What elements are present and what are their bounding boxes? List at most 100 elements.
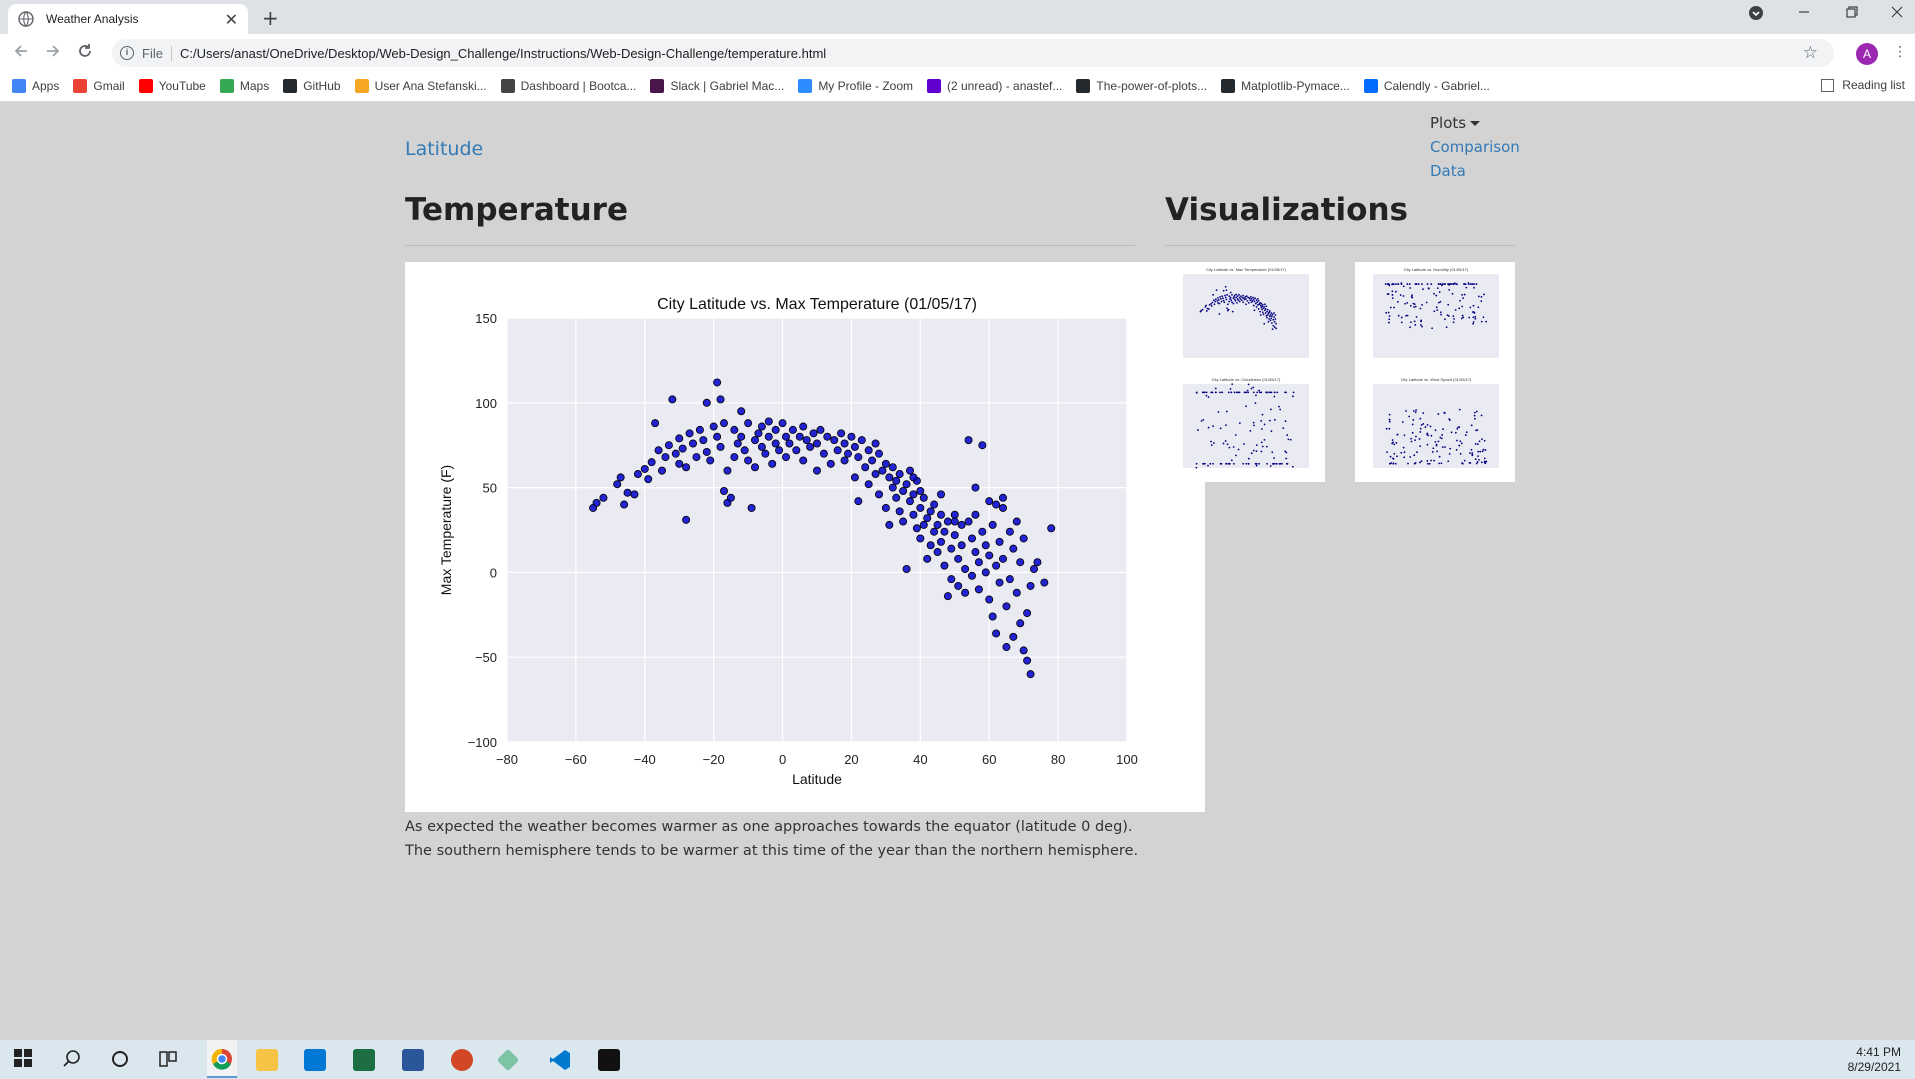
restore-icon[interactable] [1845,5,1859,23]
thumbnail-point [1268,310,1271,312]
bookmark-item[interactable]: User Ana Stefanski... [354,78,487,93]
thumbnail-point [1221,391,1223,394]
thumbnail-point [1254,402,1257,404]
outlook-icon[interactable] [304,1049,326,1071]
git-kraken-icon[interactable] [496,1048,520,1072]
thumbnail-point [1254,462,1257,465]
chrome-taskbar-icon[interactable] [207,1040,237,1078]
scatter-point [1009,544,1018,553]
thumbnail-temperature[interactable]: City Latitude vs. Max Temperature (01/05… [1165,262,1325,482]
browser-tab[interactable]: Weather Analysis ✕ [8,4,248,34]
bookmark-item[interactable]: The-power-of-plots... [1076,78,1207,93]
thumbnail-point [1246,299,1249,302]
scatter-point [719,419,728,428]
url-text[interactable]: C:/Users/anast/OneDrive/Desktop/Web-Desi… [179,45,827,61]
bookmarks-bar: Apps Gmail YouTube Maps GitHub User Ana Stefa… [0,70,1915,102]
reload-icon[interactable] [76,42,94,65]
thumbnail-point [1442,428,1444,431]
cortana-icon[interactable] [110,1049,132,1071]
scatter-point [985,497,994,506]
bookmark-star-icon[interactable]: ☆ [1802,43,1818,62]
menu-kebab-icon[interactable]: ⋮ [1893,44,1907,60]
task-view-icon[interactable] [158,1049,180,1071]
thumbnail-point [1480,300,1483,303]
bookmark-item[interactable]: Calendly - Gabriel... [1363,78,1490,93]
thumbnail-point [1437,283,1440,285]
thumbnail-point [1420,320,1422,323]
thumbnail-point [1420,323,1422,326]
thumbnail-point [1474,443,1477,445]
close-window-icon[interactable] [1890,5,1904,23]
new-tab-button[interactable]: + [262,6,279,30]
thumbnail-point [1245,297,1247,300]
thumbnail-point [1464,283,1467,285]
thumbnail-point [1385,311,1388,314]
thumbnail-point [1452,283,1454,285]
thumbnail-point [1245,405,1247,408]
thumbnail-point [1473,414,1476,417]
windows-start-icon[interactable] [14,1049,36,1071]
tab-search-icon[interactable] [1748,5,1764,25]
nav-link-comparison[interactable]: Comparison [1430,138,1520,156]
thumbnail-point [1395,283,1397,285]
thumbnail-point [1421,283,1423,285]
bookmark-item[interactable]: Gmail [73,78,125,93]
thumbnail-point [1422,423,1425,425]
bookmark-item[interactable]: Slack | Gabriel Mac... [650,78,784,93]
thumbnail-point [1402,285,1405,288]
thumbnail-point [1427,462,1429,465]
word-icon[interactable] [402,1049,424,1071]
thumbnail-point [1388,318,1391,321]
bookmark-item[interactable]: Matplotlib-Pymace... [1221,78,1350,93]
thumbnail-point [1227,308,1230,311]
bookmark-item[interactable]: My Profile - Zoom [798,78,913,93]
terminal-icon[interactable] [598,1049,620,1071]
back-arrow-icon[interactable] [12,42,30,65]
thumbnail-point [1462,297,1464,299]
thumbnail-point [1444,446,1446,448]
scatter-point [750,463,759,472]
url-bar[interactable]: i File C:/Users/anast/OneDrive/Desktop/W… [112,39,1834,67]
close-tab-icon[interactable]: ✕ [224,9,238,29]
bookmark-item[interactable]: GitHub [283,78,341,93]
thumbnail-point [1226,443,1229,446]
powerpoint-icon[interactable] [451,1049,473,1071]
bookmark-item[interactable]: Apps [12,78,60,93]
profile-avatar[interactable]: A [1856,43,1878,65]
chart-svg: −80 −60 −40 −20 0 20 40 60 80 100 −100 −50 0 50 100 150… [438,296,1138,787]
scatter-point [806,442,815,451]
reading-list-button[interactable]: Reading list [1821,78,1905,92]
bookmark-item[interactable]: Dashboard | Bootca... [500,78,636,93]
plot-area [507,318,1127,742]
thumbnail-point [1255,444,1258,447]
scatter-point [992,561,1001,570]
system-clock[interactable]: 4:41 PM 8/29/2021 [1848,1045,1901,1075]
nav-link-data[interactable]: Data [1430,162,1466,180]
vscode-icon[interactable] [549,1049,571,1071]
excel-icon[interactable] [353,1049,375,1071]
search-icon[interactable] [62,1049,84,1071]
bookmark-item[interactable]: (2 unread) - anastef... [927,78,1062,93]
bookmark-label: Apps [32,78,60,93]
navbar-brand-link[interactable]: Latitude [405,138,484,160]
scatter-point [937,537,946,546]
thumbnail-point [1242,462,1245,465]
site-info-icon[interactable]: i [120,46,134,60]
minimize-icon[interactable] [1797,5,1811,23]
scatter-point [664,441,673,450]
bookmark-item[interactable]: Maps [219,78,269,93]
thumbnail-point [1415,435,1417,438]
forward-arrow-icon[interactable] [44,42,62,65]
thumbnail-humidity[interactable]: City Latitude vs. Humidity (01/05/17) Cit… [1355,262,1515,482]
bookmark-item[interactable]: YouTube [138,78,206,93]
tab-title: Weather Analysis [46,12,139,26]
plots-dropdown[interactable]: Plots [1430,114,1520,132]
file-explorer-icon[interactable] [256,1049,278,1071]
thumbnail-point [1387,311,1390,314]
scatter-point [905,466,914,475]
scatter-point [654,446,663,455]
bookmark-favicon-icon [12,78,26,93]
scatter-point [1002,602,1011,611]
scatter-point [730,453,739,462]
scatter-point [895,507,904,516]
